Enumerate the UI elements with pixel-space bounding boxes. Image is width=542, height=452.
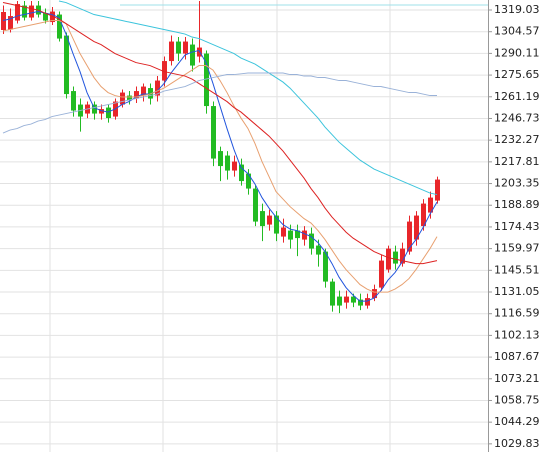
y-tick-label: 1087.67: [494, 350, 540, 363]
candle-body: [295, 230, 300, 239]
y-tick-label: 1116.59: [494, 307, 540, 320]
ma-line: [2, 72, 437, 134]
candle-body: [29, 5, 34, 18]
candle-body: [344, 296, 349, 303]
candle-body: [379, 260, 384, 288]
candle-body: [239, 164, 244, 182]
candle-body: [43, 13, 48, 21]
y-tick-label: 1029.83: [494, 437, 540, 450]
candle-body: [232, 161, 237, 171]
y-tick-label: 1174.43: [494, 220, 540, 233]
y-tick-label: 1246.73: [494, 111, 540, 124]
candle-body: [260, 211, 265, 227]
candle-body: [176, 41, 181, 54]
y-tick-label: 1275.65: [494, 68, 540, 81]
candle-body: [99, 109, 104, 114]
candle-body: [162, 61, 167, 81]
candle-body: [393, 251, 398, 264]
y-tick-label: 1290.11: [494, 46, 540, 59]
candle-body: [267, 215, 272, 225]
y-tick-label: 1304.57: [494, 25, 540, 38]
candle-body: [386, 248, 391, 270]
candle-body: [141, 86, 146, 96]
ma-line: [2, 2, 438, 265]
candle-body: [281, 227, 286, 237]
candle-body: [64, 35, 69, 95]
y-tick-label: 1232.27: [494, 133, 540, 146]
candle-body: [330, 281, 335, 306]
y-tick-label: 1261.19: [494, 90, 540, 103]
candle-body: [92, 104, 97, 114]
candle-body: [414, 215, 419, 240]
ma-line: [2, 11, 438, 302]
y-tick-label: 1073.21: [494, 372, 540, 385]
candle-body: [155, 80, 160, 96]
y-tick-label: 1319.03: [494, 3, 540, 16]
ma-line: [2, 20, 438, 293]
y-tick-label: 1188.89: [494, 198, 540, 211]
candle-body: [106, 107, 111, 119]
candle-body: [351, 296, 356, 303]
candle-body: [246, 173, 251, 189]
candle-body: [372, 289, 377, 299]
y-tick-label: 1203.35: [494, 177, 540, 190]
candle-body: [134, 91, 139, 99]
candle-body: [204, 53, 209, 107]
y-tick-label: 1159.97: [494, 242, 540, 255]
y-tick-label: 1131.05: [494, 285, 540, 298]
candle-body: [169, 41, 174, 62]
candle-body: [190, 44, 195, 66]
candle-body: [421, 203, 426, 227]
candle-body: [407, 221, 412, 252]
candle-body: [183, 41, 188, 54]
y-tick-label: 1058.75: [494, 393, 540, 406]
candle-body: [120, 92, 125, 105]
candle-body: [358, 299, 363, 306]
candle-body: [211, 106, 216, 159]
candle-body: [428, 197, 433, 213]
y-tick-label: 1102.13: [494, 328, 540, 341]
candle-body: [288, 230, 293, 240]
candle-body: [253, 188, 258, 222]
candle-body: [15, 4, 20, 21]
candle-body: [337, 296, 342, 306]
candle-body: [71, 91, 76, 111]
y-tick-label: 1145.51: [494, 263, 540, 276]
candle-body: [316, 245, 321, 255]
candle-body: [302, 230, 307, 240]
candle-body: [400, 248, 405, 264]
candle-body: [365, 298, 370, 306]
candle-body: [22, 5, 27, 18]
candle-body: [218, 151, 223, 167]
candle-body: [225, 155, 230, 171]
ma-line: [58, 0, 438, 196]
candle-body: [127, 95, 132, 101]
candle-body: [274, 215, 279, 234]
candle-body: [435, 179, 440, 201]
candle-body: [309, 233, 314, 249]
candle-body: [8, 16, 13, 30]
candle-body: [1, 12, 6, 31]
y-tick-label: 1217.81: [494, 155, 540, 168]
y-tick-label: 1044.29: [494, 415, 540, 428]
candle-body: [323, 251, 328, 282]
candle-body: [57, 14, 62, 39]
